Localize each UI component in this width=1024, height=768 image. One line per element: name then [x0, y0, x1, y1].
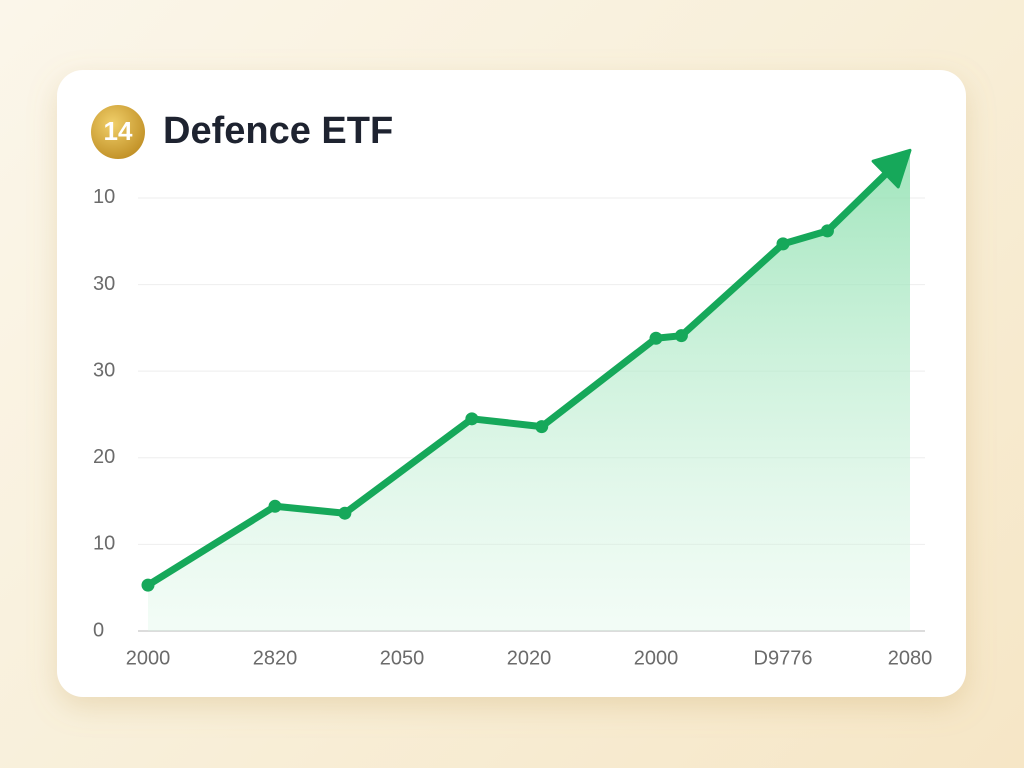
y-tick-label: 0: [93, 619, 104, 641]
x-tick-label: 2050: [380, 647, 425, 669]
area: [148, 150, 910, 631]
arrowhead: [871, 148, 912, 189]
x-tick-label: D9776: [754, 647, 813, 669]
point: [776, 237, 790, 251]
point: [535, 420, 549, 434]
y-tick-label: 30: [93, 359, 115, 381]
y-tick-label: 20: [93, 446, 115, 468]
y-tick-label: 10: [93, 533, 115, 555]
x-tick-label: 2080: [888, 647, 933, 669]
point: [649, 331, 663, 345]
x-tick-label: 2000: [126, 647, 171, 669]
point: [674, 329, 688, 343]
point: [338, 506, 352, 520]
point: [268, 499, 282, 513]
y-tick-label: 10: [93, 186, 115, 208]
y-tick-label: 30: [93, 273, 115, 295]
point: [141, 578, 155, 592]
point: [465, 412, 479, 426]
x-tick-label: 2000: [634, 647, 679, 669]
x-tick-label: 2020: [507, 647, 552, 669]
line: [144, 160, 900, 589]
point: [820, 224, 834, 238]
x-tick-label: 2820: [253, 647, 298, 669]
badge: [91, 105, 145, 159]
chart-title: Defence ETF: [163, 110, 393, 152]
badge-number: 14: [104, 116, 133, 146]
